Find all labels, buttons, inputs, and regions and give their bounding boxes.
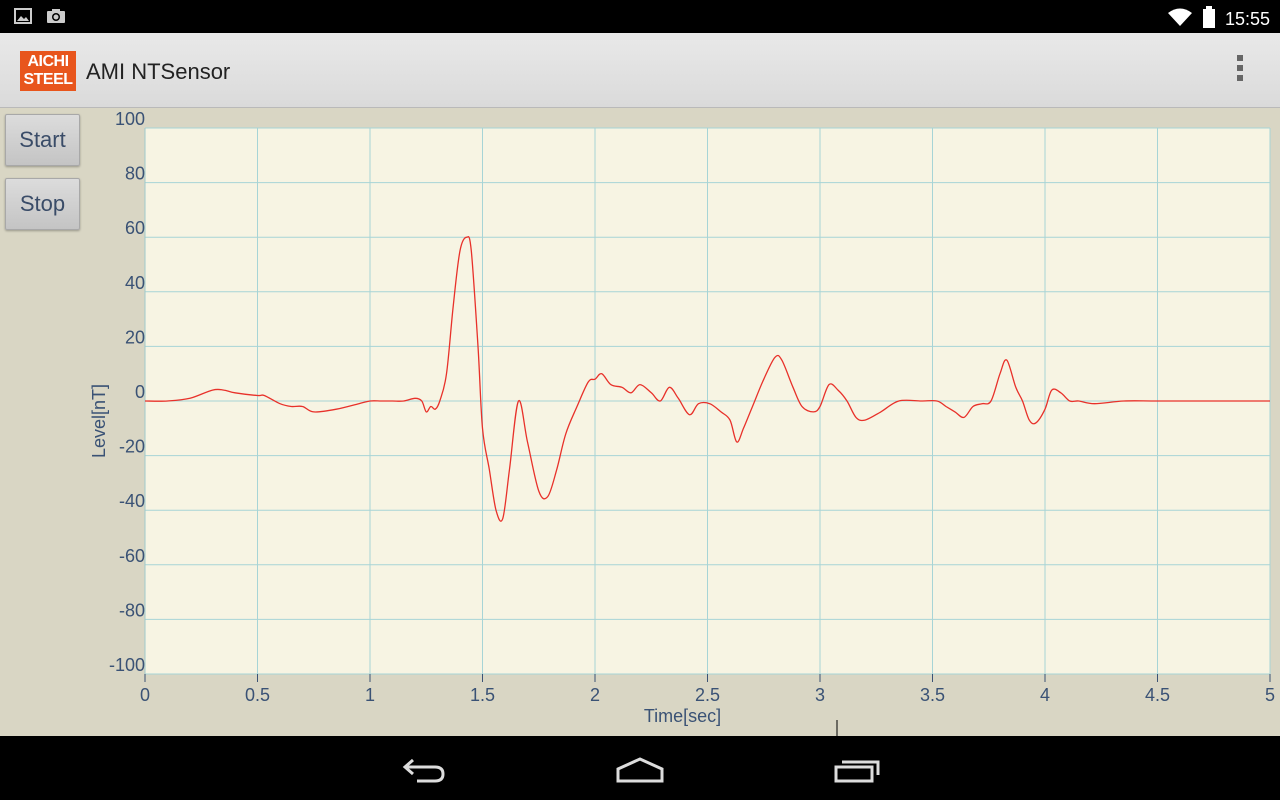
overflow-menu-icon[interactable] — [1236, 55, 1244, 85]
action-bar: AICHI STEEL AMI NTSensor — [0, 33, 1280, 108]
y-tick-label: 20 — [125, 327, 145, 347]
camera-icon — [46, 8, 66, 29]
status-bar: 15:55 — [0, 0, 1280, 33]
logo-line2: STEEL — [23, 71, 73, 88]
x-tick-label: 4.5 — [1145, 685, 1170, 705]
wifi-icon — [1167, 7, 1193, 32]
stop-button[interactable]: Stop — [5, 178, 80, 230]
y-tick-label: 40 — [125, 273, 145, 293]
x-tick-label: 0 — [140, 685, 150, 705]
x-tick-label: 1.5 — [470, 685, 495, 705]
back-button[interactable] — [389, 750, 459, 790]
x-tick-label: 4 — [1040, 685, 1050, 705]
picture-icon — [14, 8, 32, 29]
y-tick-label: -80 — [119, 600, 145, 620]
start-button[interactable]: Start — [5, 114, 80, 166]
y-tick-label: 100 — [115, 109, 145, 129]
recents-button[interactable] — [822, 750, 892, 790]
y-tick-label: -40 — [119, 491, 145, 511]
y-axis-label: Level[nT] — [89, 384, 109, 458]
recents-icon — [834, 760, 880, 783]
x-tick-label: 2.5 — [695, 685, 720, 705]
app-title: AMI NTSensor — [86, 59, 231, 84]
x-tick-label: 0.5 — [245, 685, 270, 705]
y-tick-label: 80 — [125, 164, 145, 184]
status-time: 15:55 — [1224, 9, 1270, 29]
y-tick-label: -100 — [109, 655, 145, 675]
aichi-steel-logo: AICHI STEEL — [20, 51, 76, 91]
x-axis-ticks: 0 0.5 1 1.5 2 2.5 3 3.5 4 4.5 5 — [140, 674, 1275, 705]
main-content: Start Stop 100 80 60 40 20 0 -20 -40 -60 -80 -100 … — [0, 108, 1280, 736]
y-tick-label: 60 — [125, 218, 145, 238]
home-icon — [616, 757, 664, 783]
x-axis-label: Time[sec] — [644, 706, 721, 726]
x-tick-label: 3 — [815, 685, 825, 705]
y-axis-ticks: 100 80 60 40 20 0 -20 -40 -60 -80 -100 — [109, 109, 145, 675]
battery-icon — [1202, 6, 1215, 33]
level-chart: 100 80 60 40 20 0 -20 -40 -60 -80 -100 0 0.5 1 1.5 2 2.… — [89, 109, 1275, 736]
logo-line1: AICHI — [27, 53, 69, 70]
x-tick-label: 1 — [365, 685, 375, 705]
y-tick-label: 0 — [135, 382, 145, 402]
y-tick-label: -20 — [119, 437, 145, 457]
navigation-bar — [0, 736, 1280, 800]
x-tick-label: 3.5 — [920, 685, 945, 705]
y-tick-label: -60 — [119, 546, 145, 566]
series-line — [144, 236, 1270, 522]
home-button[interactable] — [605, 750, 675, 790]
back-icon — [402, 758, 445, 783]
x-tick-label: 2 — [590, 685, 600, 705]
x-tick-label: 5 — [1265, 685, 1275, 705]
